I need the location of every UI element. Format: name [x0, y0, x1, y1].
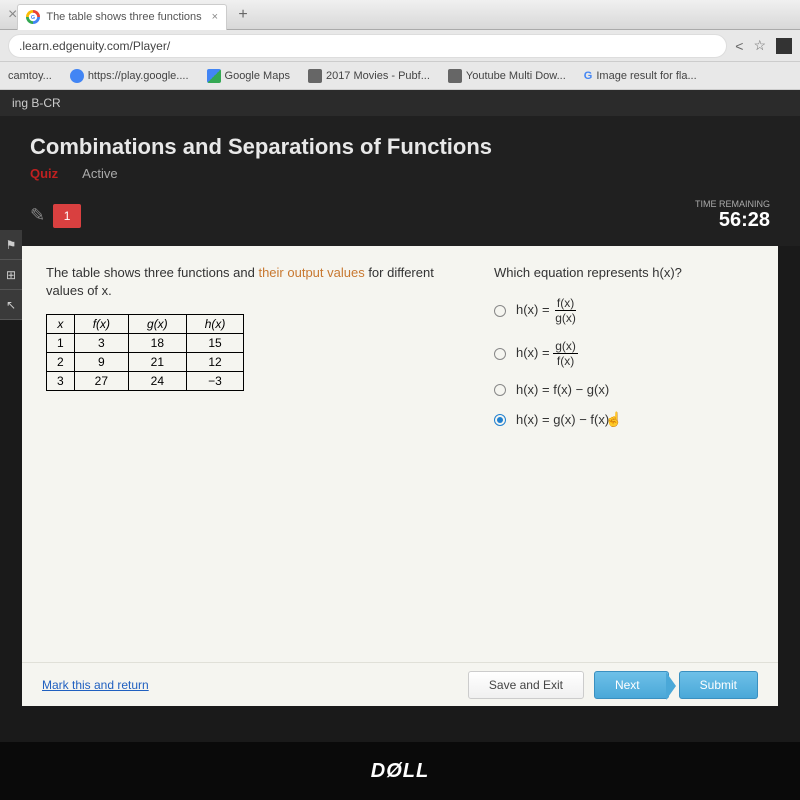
lesson-tabs: Quiz Active [30, 166, 770, 181]
tool-icon[interactable]: ↖ [0, 290, 22, 320]
youtube-icon [448, 69, 462, 83]
bookmark-movies[interactable]: 2017 Movies - Pubf... [308, 69, 430, 83]
lesson-title: Combinations and Separations of Function… [30, 134, 770, 160]
save-exit-button[interactable]: Save and Exit [468, 671, 584, 699]
share-icon[interactable]: < [735, 38, 743, 54]
th-fx: f(x) [74, 315, 128, 334]
flag-icon[interactable]: ⚑ [0, 230, 22, 260]
radio-1[interactable] [494, 305, 506, 317]
dell-logo: DØLL [371, 760, 429, 783]
play-icon [70, 69, 84, 83]
close-tab-icon[interactable]: × [212, 11, 218, 23]
table-row: 1 3 18 15 [47, 334, 244, 353]
question-right: Which equation represents h(x)? h(x) = f… [494, 264, 754, 688]
tab-title: The table shows three functions [46, 11, 201, 23]
radio-2[interactable] [494, 348, 506, 360]
timer-label: TIME REMAINING [695, 199, 770, 209]
url-bar-row: .learn.edgenuity.com/Player/ < ☆ [0, 30, 800, 62]
th-gx: g(x) [129, 315, 187, 334]
movie-icon [308, 69, 322, 83]
lesson-header: Combinations and Separations of Function… [0, 116, 800, 191]
browser-tab[interactable]: The table shows three functions × [17, 4, 227, 30]
bookmarks-bar: camtoy... https://play.google.... Google… [0, 62, 800, 90]
th-hx: h(x) [186, 315, 244, 334]
question-prompt-right: Which equation represents h(x)? [494, 264, 754, 282]
question-prompt: The table shows three functions and thei… [46, 264, 464, 300]
bookmark-playgoogle[interactable]: https://play.google.... [70, 69, 189, 83]
option-2[interactable]: h(x) = g(x)f(x) [494, 339, 754, 368]
new-tab-button[interactable]: + [231, 5, 255, 25]
g-icon: G [584, 70, 593, 82]
bookmark-maps[interactable]: Google Maps [207, 69, 290, 83]
table-row: 3 27 24 −3 [47, 372, 244, 391]
question-left: The table shows three functions and thei… [46, 264, 464, 688]
footer-buttons: Save and Exit Next Submit [468, 671, 758, 699]
side-toolbar: ⚑ ⊞ ↖ [0, 230, 22, 320]
option-1[interactable]: h(x) = f(x)g(x) [494, 296, 754, 325]
mark-return-link[interactable]: Mark this and return [42, 678, 149, 692]
submit-button[interactable]: Submit [679, 671, 758, 699]
url-text: .learn.edgenuity.com/Player/ [19, 39, 170, 53]
question-bar: ✎ 1 TIME REMAINING 56:28 [0, 191, 800, 246]
tab-quiz[interactable]: Quiz [30, 166, 58, 181]
breadcrumb: ing B-CR [0, 90, 800, 116]
bookmark-youtube[interactable]: Youtube Multi Dow... [448, 69, 566, 83]
bookmark-camtoy[interactable]: camtoy... [8, 70, 52, 82]
next-button[interactable]: Next [594, 671, 669, 699]
tab-active[interactable]: Active [82, 166, 117, 181]
radio-4[interactable] [494, 414, 506, 426]
maps-icon [207, 69, 221, 83]
th-x: x [47, 315, 75, 334]
laptop-bezel: DØLL [0, 742, 800, 800]
question-number[interactable]: 1 [53, 204, 81, 228]
browser-tab-bar: × The table shows three functions × + [0, 0, 800, 30]
cursor-icon: ☝ [605, 411, 622, 428]
timer: TIME REMAINING 56:28 [695, 199, 770, 232]
pencil-icon: ✎ [30, 205, 45, 226]
calc-icon[interactable]: ⊞ [0, 260, 22, 290]
google-icon [26, 10, 40, 24]
timer-value: 56:28 [695, 209, 770, 232]
answer-options: h(x) = f(x)g(x) h(x) = g(x)f(x) h(x) = f… [494, 296, 754, 428]
url-bar[interactable]: .learn.edgenuity.com/Player/ [8, 34, 727, 58]
bookmark-image[interactable]: GImage result for fla... [584, 70, 697, 82]
extension-icon[interactable] [776, 38, 792, 54]
option-3[interactable]: h(x) = f(x) − g(x) [494, 382, 754, 397]
prev-tab-close[interactable]: × [8, 6, 17, 24]
option-4[interactable]: h(x) = g(x) − f(x)☝ [494, 411, 754, 428]
content-footer: Mark this and return Save and Exit Next … [22, 662, 778, 706]
url-actions: < ☆ [735, 37, 792, 54]
star-icon[interactable]: ☆ [753, 37, 766, 54]
content-panel: The table shows three functions and thei… [22, 246, 778, 706]
function-table: x f(x) g(x) h(x) 1 3 18 15 2 9 21 12 3 2… [46, 314, 244, 391]
table-row: 2 9 21 12 [47, 353, 244, 372]
radio-3[interactable] [494, 384, 506, 396]
